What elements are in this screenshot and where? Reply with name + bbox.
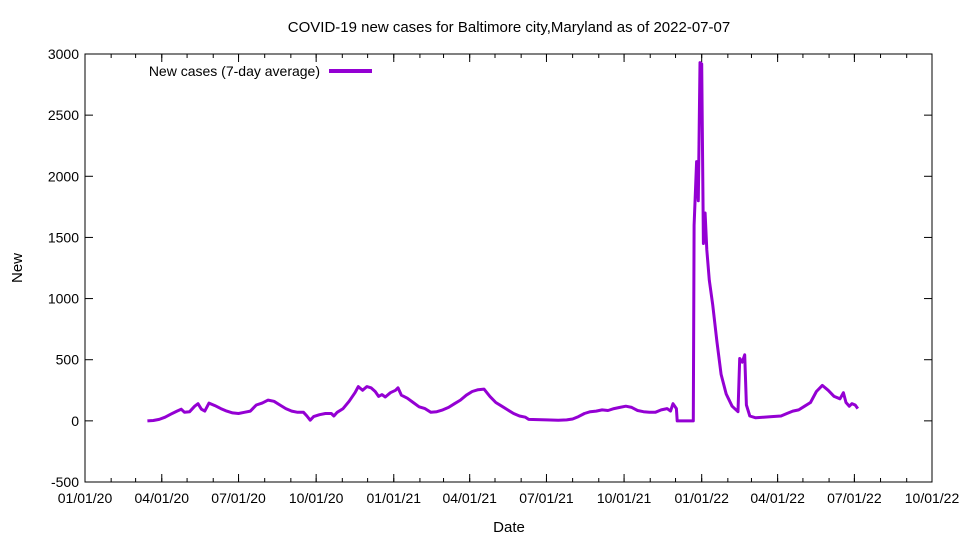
x-tick-label: 07/01/21 (519, 490, 574, 506)
y-tick-label: 2500 (48, 107, 79, 123)
x-axis-title: Date (493, 519, 525, 536)
x-tick-label: 01/01/22 (674, 490, 729, 506)
x-tick-label: 01/01/20 (58, 490, 113, 506)
axis-tick-labels: -500 0 500 1000 1500 2000 2500 3000 01/01/20 04/0… (48, 46, 960, 506)
y-tick-label: 3000 (48, 46, 79, 62)
y-tick-label: 0 (71, 413, 79, 429)
y-tick-label: -500 (51, 474, 79, 490)
y-tick-label: 2000 (48, 168, 79, 184)
x-tick-label: 10/01/22 (905, 490, 960, 506)
series-line-new-cases (147, 61, 860, 423)
y-tick-label: 1500 (48, 229, 79, 245)
plot-frame (84, 53, 933, 483)
x-tick-label: 07/01/20 (211, 490, 266, 506)
y-tick-label: 500 (56, 352, 80, 368)
axis-ticks (84, 53, 933, 483)
y-tick-label: 1000 (48, 291, 79, 307)
x-tick-label: 04/01/20 (135, 490, 190, 506)
y-axis-title: New (9, 253, 26, 283)
x-tick-label: 07/01/22 (827, 490, 882, 506)
chart-title: COVID-19 new cases for Baltimore city,Ma… (288, 19, 730, 36)
x-tick-label: 01/01/21 (367, 490, 422, 506)
x-tick-label: 10/01/20 (289, 490, 344, 506)
legend: New cases (7-day average) (149, 63, 372, 79)
x-tick-label: 10/01/21 (597, 490, 652, 506)
x-tick-label: 04/01/22 (750, 490, 805, 506)
x-tick-label: 04/01/21 (442, 490, 497, 506)
legend-label: New cases (7-day average) (149, 63, 320, 79)
